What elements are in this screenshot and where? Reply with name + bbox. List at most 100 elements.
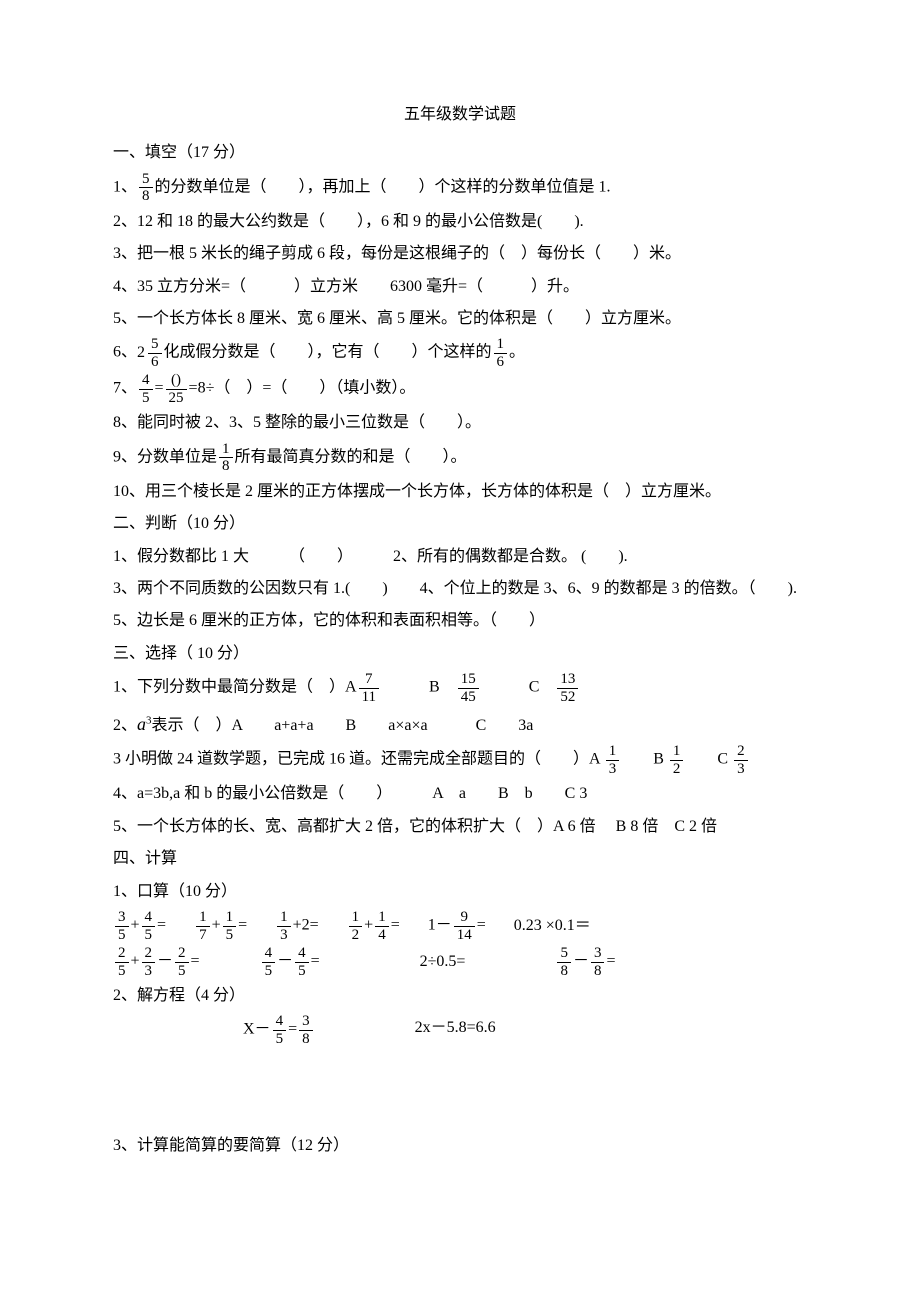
q9: 9、分数单位是18所有最简真分数的和是（ ）。 <box>113 441 807 475</box>
q8: 8、能同时被 2、3、5 整除的最小三位数是（ ）。 <box>113 408 807 438</box>
frac-den: 5 <box>139 390 153 407</box>
frac-num: 3 <box>591 945 605 963</box>
frac-num: 2 <box>175 945 189 963</box>
frac-den: 5 <box>262 963 276 980</box>
equation-row: X－45=38 2x－5.8=6.6 <box>113 1013 807 1047</box>
frac-den: 8 <box>299 1031 313 1048</box>
section-4-header: 四、计算 <box>113 844 807 874</box>
q7: 7、45=()25=8÷（ ）=（ ）（填小数）。 <box>113 372 807 406</box>
s3-q4: 4、a=3b,a 和 b 的最小公倍数是（ ） A a B b C 3 <box>113 779 807 809</box>
s3-q5: 5、一个长方体的长、宽、高都扩大 2 倍，它的体积扩大（ ）A 6 倍 B 8 … <box>113 812 807 842</box>
frac-num: 1 <box>375 909 389 927</box>
q1: 1、58的分数单位是（ ），再加上（ ）个这样的分数单位值是 1. <box>113 171 807 205</box>
q7-frac1: 45 <box>139 372 153 406</box>
frac-den: 52 <box>557 689 578 706</box>
frac-num: 2 <box>734 743 748 761</box>
frac-num: 1 <box>219 441 233 459</box>
eq-sign: = <box>288 1021 297 1038</box>
spacer <box>113 1049 807 1129</box>
frac-den: 14 <box>454 927 475 944</box>
calc-text: 1－ <box>428 917 452 934</box>
calc-2: 17+15= <box>194 909 247 943</box>
calc-7: 25+23－25= <box>113 945 200 979</box>
frac-num: 3 <box>299 1013 313 1031</box>
frac-num: 15 <box>458 671 479 689</box>
s3q2-a: 2、 <box>113 717 137 734</box>
s2-q3: 3、两个不同质数的公因数只有 1.( ) 4、个位上的数是 3、6、9 的数都是… <box>113 574 807 604</box>
frac-num: 5 <box>139 171 153 189</box>
calc-4: 12+14= <box>347 909 400 943</box>
q9-text: 所有最简真分数的和是（ ）。 <box>235 448 467 465</box>
q6-mixed: 256 <box>137 336 164 370</box>
s4-sub3: 3、计算能简算的要简算（12 分） <box>113 1131 807 1161</box>
frac-den: 5 <box>115 963 129 980</box>
q9-prefix: 9、分数单位是 <box>113 448 217 465</box>
q1-text: 的分数单位是（ ），再加上（ ）个这样的分数单位值是 1. <box>155 178 611 195</box>
frac-num: 4 <box>262 945 276 963</box>
s3q2-b: 表示（ ）A a+a+a B a×a×a C 3a <box>152 717 534 734</box>
s3q1-f3: 1352 <box>557 671 578 705</box>
q5: 5、一个长方体长 8 厘米、宽 6 厘米、高 5 厘米。它的体积是（ ）立方厘米… <box>113 304 807 334</box>
q6: 6、256化成假分数是（ ），它有（ ）个这样的16。 <box>113 336 807 370</box>
frac-num: 1 <box>223 909 237 927</box>
frac-num: 1 <box>277 909 291 927</box>
eq-text: X－ <box>243 1021 271 1038</box>
s3q1-a: 1、下列分数中最简分数是（ ）A <box>113 679 357 696</box>
calc-row-1: 35+45= 17+15= 13+2= 12+14= 1－914= 0.23 ×… <box>113 909 807 943</box>
frac-num: 4 <box>273 1013 287 1031</box>
frac-den: 3 <box>142 963 156 980</box>
calc-10: 58－38= <box>555 945 615 979</box>
frac-den: 8 <box>139 188 153 205</box>
frac-num: 1 <box>670 743 684 761</box>
s3q3-f1: 13 <box>606 743 620 777</box>
frac-den: 5 <box>223 927 237 944</box>
frac-num: 7 <box>359 671 379 689</box>
s3-q1: 1、下列分数中最简分数是（ ）A711 B 1545 C 1352 <box>113 671 807 705</box>
s3-q3: 3 小明做 24 道数学题，已完成 16 道。还需完成全部题目的（ ）A 13 … <box>113 743 807 777</box>
frac-num: 3 <box>115 909 129 927</box>
frac-num: 4 <box>295 945 309 963</box>
calc-1: 35+45= <box>113 909 166 943</box>
frac-den: 25 <box>166 390 187 407</box>
q3: 3、把一根 5 米长的绳子剪成 6 段，每份是这根绳子的（ ）每份长（ ）米。 <box>113 239 807 269</box>
s4-sub1: 1、口算（10 分） <box>113 877 807 907</box>
s3q3-f2: 12 <box>670 743 684 777</box>
calc-row-2: 25+23－25= 45－45= 2÷0.5= 58－38= <box>113 945 807 979</box>
frac-den: 2 <box>670 761 684 778</box>
frac-den: 8 <box>219 458 233 475</box>
s3q1-f2: 1545 <box>458 671 479 705</box>
frac-den: 5 <box>295 963 309 980</box>
power-base: a <box>137 707 146 741</box>
frac-den: 8 <box>591 963 605 980</box>
frac-num: 2 <box>115 945 129 963</box>
q1-prefix: 1、 <box>113 178 137 195</box>
q9-frac: 18 <box>219 441 233 475</box>
frac-den: 11 <box>359 689 379 706</box>
frac-num: 9 <box>454 909 475 927</box>
section-3-header: 三、选择（ 10 分） <box>113 639 807 669</box>
q1-frac: 58 <box>139 171 153 205</box>
calc-6: 0.23 ×0.1＝ <box>514 911 591 941</box>
calc-9: 2÷0.5= <box>420 947 466 977</box>
frac-den: 3 <box>277 927 291 944</box>
eq2: 2x－5.8=6.6 <box>415 1013 496 1047</box>
frac-den: 3 <box>606 761 620 778</box>
s3q1-c: C <box>481 679 556 696</box>
s2-q5: 5、边长是 6 厘米的正方体，它的体积和表面积相等。（ ） <box>113 606 807 636</box>
q6-suffix: 。 <box>509 344 525 361</box>
frac-den: 8 <box>557 963 571 980</box>
calc-5: 1－914= <box>428 909 486 943</box>
frac-num: 4 <box>142 909 156 927</box>
q7-text: =8÷（ ）=（ ）（填小数）。 <box>189 380 416 397</box>
frac-den: 2 <box>349 927 363 944</box>
s3q3-a: 3 小明做 24 道数学题，已完成 16 道。还需完成全部题目的（ ）A <box>113 751 604 768</box>
frac-den: 6 <box>148 354 162 371</box>
calc-8: 45－45= <box>260 945 320 979</box>
s3q1-b: B <box>381 679 456 696</box>
frac-num: 1 <box>494 336 508 354</box>
eq1: X－45=38 <box>243 1013 315 1047</box>
q10: 10、用三个棱长是 2 厘米的正方体摆成一个长方体，长方体的体积是（ ）立方厘米… <box>113 477 807 507</box>
frac-num: 5 <box>557 945 571 963</box>
frac-den: 6 <box>494 354 508 371</box>
frac-den: 5 <box>142 927 156 944</box>
